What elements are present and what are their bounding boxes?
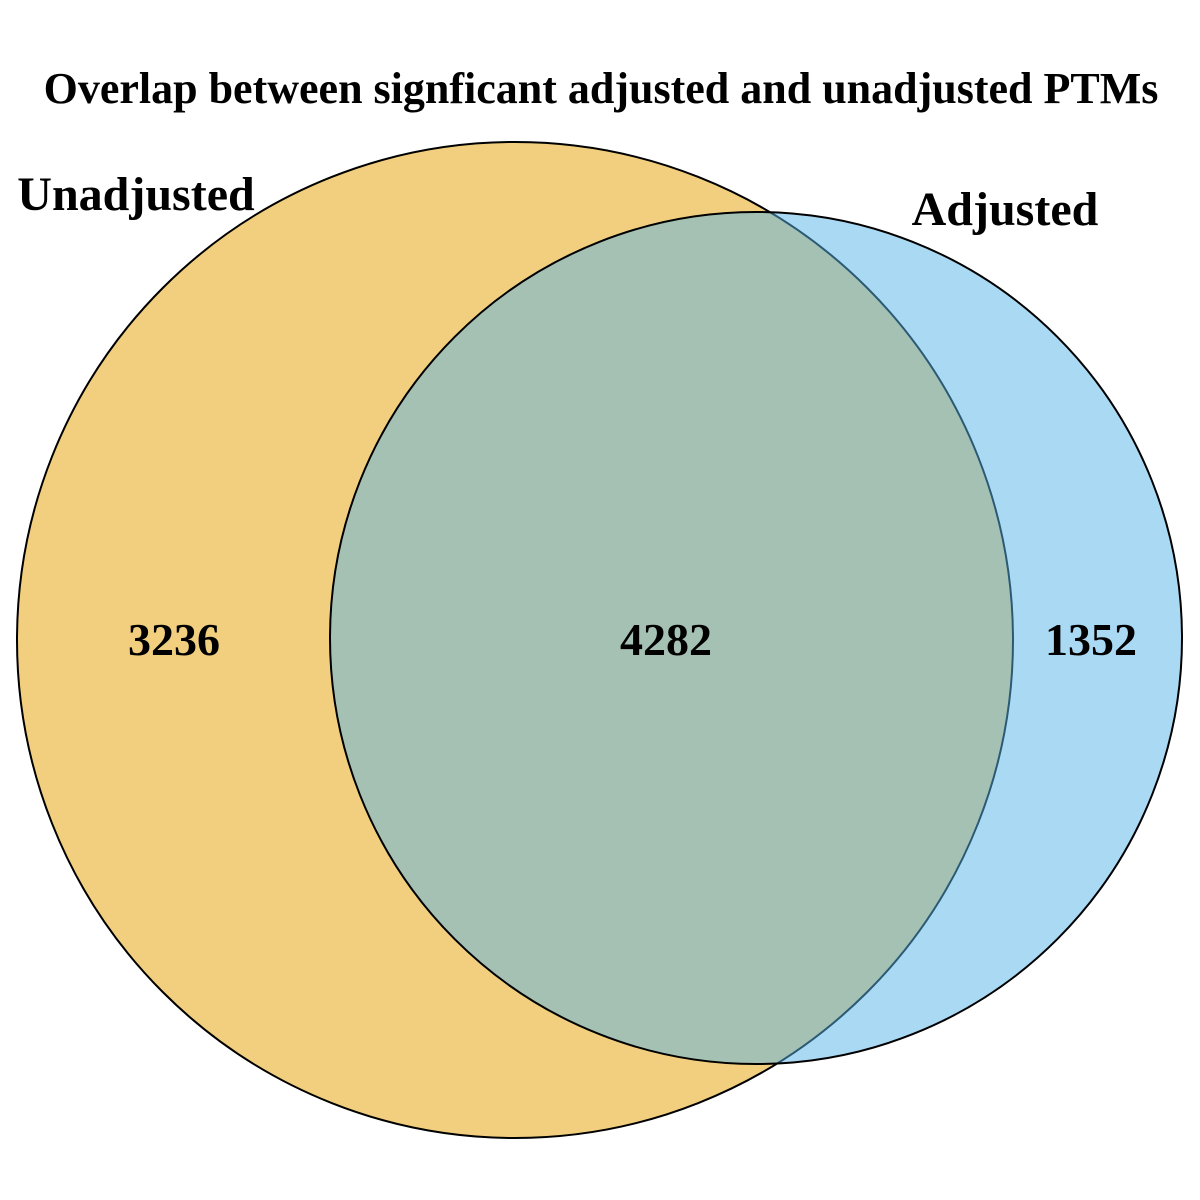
intersection-count: 4282 xyxy=(620,614,712,665)
diagram-title: Overlap between signficant adjusted and … xyxy=(44,64,1159,113)
adjusted-set-circle xyxy=(329,211,1183,1065)
adjusted-only-count: 1352 xyxy=(1045,614,1137,665)
unadjusted-set-label: Unadjusted xyxy=(17,168,255,221)
adjusted-set-label: Adjusted xyxy=(912,183,1099,236)
unadjusted-only-count: 3236 xyxy=(128,614,220,665)
